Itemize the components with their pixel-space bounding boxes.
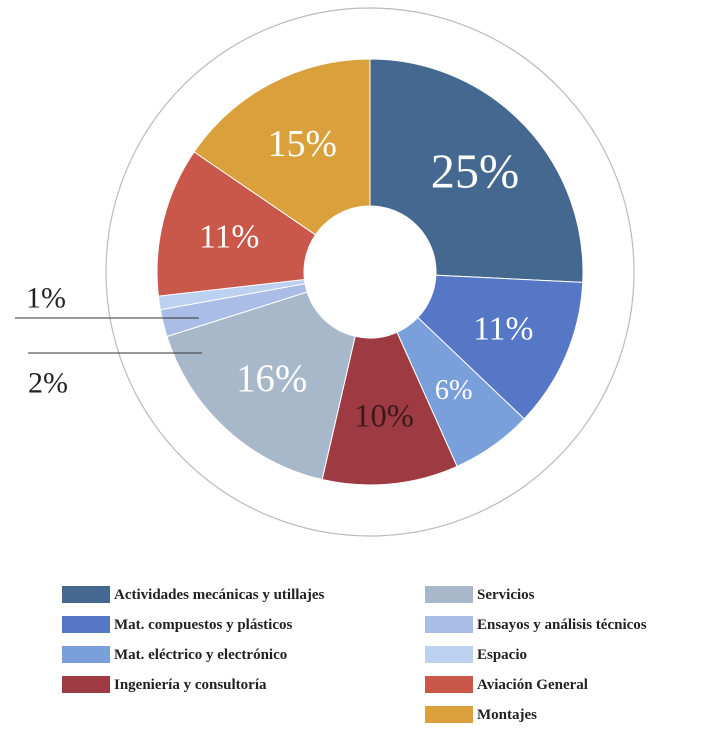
slice-label: 2%: [28, 367, 68, 400]
legend-label: Servicios: [477, 587, 535, 603]
legend-label: Mat. eléctrico y electrónico: [114, 647, 288, 663]
legend-label: Montajes: [477, 707, 537, 723]
slice-label: 11%: [199, 219, 259, 256]
legend-item: Actividades mecánicas y utillajes: [62, 580, 342, 610]
legend-swatch: [425, 706, 473, 723]
legend-swatch: [62, 616, 110, 633]
slice-label: 15%: [268, 123, 337, 165]
slice: [369, 58, 584, 283]
legend-label: Ingeniería y consultoría: [114, 677, 267, 693]
slice-label: 1%: [26, 282, 66, 315]
slice-label: 10%: [354, 398, 414, 434]
chart: 25%11%6%10%16%11%15%1%2%: [15, 7, 635, 537]
slice-label: 16%: [236, 357, 307, 400]
legend-item: Mat. eléctrico y electrónico: [62, 640, 342, 670]
legend: Actividades mecánicas y utillajes Mat. co…: [62, 580, 342, 700]
legend-item: Espacio: [425, 640, 725, 670]
slice-label: 6%: [435, 375, 473, 406]
legend-label: Ensayos y análisis técnicos: [477, 617, 647, 633]
slice-label: 25%: [431, 145, 519, 198]
legend-swatch: [62, 676, 110, 693]
legend-swatch: [425, 646, 473, 663]
legend-swatch: [425, 616, 473, 633]
legend-label: Actividades mecánicas y utillajes: [114, 587, 325, 603]
legend-item: Ingeniería y consultoría: [62, 670, 342, 700]
legend-label: Mat. compuestos y plásticos: [114, 617, 293, 633]
legend-swatch: [425, 586, 473, 603]
legend-swatch: [62, 586, 110, 603]
legend-item: Ensayos y análisis técnicos: [425, 610, 725, 640]
slice-label: 11%: [473, 311, 533, 348]
legend-item: Servicios: [425, 580, 725, 610]
legend-item: Montajes: [425, 700, 725, 730]
legend-item: Mat. compuestos y plásticos: [62, 610, 342, 640]
slice: [321, 331, 458, 486]
slice: [166, 291, 356, 481]
legend: Servicios Ensayos y análisis técnicos Espa…: [425, 580, 725, 730]
legend-item: Aviación General: [425, 670, 725, 700]
legend-label: Espacio: [477, 647, 528, 663]
legend-label: Aviación General: [477, 677, 588, 693]
legend-swatch: [425, 676, 473, 693]
slice: [156, 151, 317, 297]
legend-swatch: [62, 646, 110, 663]
slice: [417, 274, 584, 420]
slice: [193, 58, 371, 236]
